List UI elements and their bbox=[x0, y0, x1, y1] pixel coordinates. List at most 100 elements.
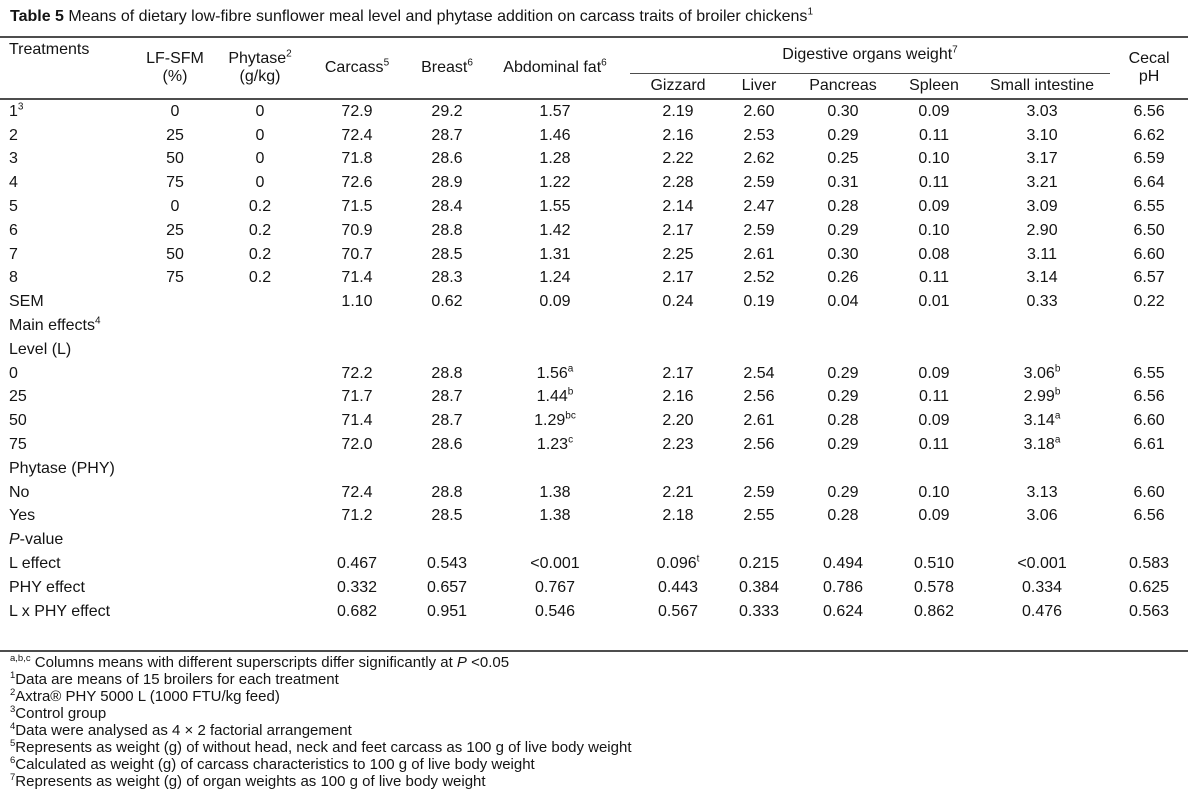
table-cell bbox=[220, 481, 300, 505]
table-cell: 0.2 bbox=[248, 245, 272, 263]
table-cell bbox=[130, 600, 220, 624]
col-header-abdominal-fat: Abdominal fat6 bbox=[503, 57, 607, 76]
row-label: 4 bbox=[9, 174, 18, 192]
row-label: Level (L) bbox=[9, 340, 72, 358]
footnote-marker: 5 bbox=[10, 737, 16, 749]
table-cell: 3.03 bbox=[1026, 102, 1058, 120]
table-cell: 3.13 bbox=[1026, 483, 1058, 501]
table-cell: 0.62 bbox=[431, 293, 463, 311]
table-cell bbox=[300, 457, 414, 481]
data-table: Treatments LF-SFM (%) Phytase2 (g/kg) Carc… bbox=[0, 36, 1188, 652]
col-header-cecal-ph: Cecal pH bbox=[1128, 50, 1170, 85]
col-header-pancreas: Pancreas bbox=[809, 76, 877, 94]
table-cell bbox=[220, 576, 300, 600]
table-cell: 0.09 bbox=[918, 412, 950, 430]
table-cell: 0.546 bbox=[534, 602, 576, 620]
table-cell: 72.4 bbox=[341, 126, 373, 144]
table-cell: 0.510 bbox=[913, 555, 955, 573]
footnote-line: 3Control group bbox=[10, 703, 107, 722]
table-cell: 3.14a bbox=[1023, 410, 1061, 430]
table-cell: 0.494 bbox=[822, 555, 864, 573]
table-cell bbox=[792, 528, 894, 552]
table-row: 5 0 0.2 71.5 28.4 1.55 2.14 2.47 0.28 0.09 3.09 6.5… bbox=[0, 195, 1188, 219]
col-header-gizzard: Gizzard bbox=[650, 76, 706, 94]
table-cell: 0.543 bbox=[426, 555, 468, 573]
table-row: Yes 71.2 28.5 1.38 2.18 2.55 0.28 0.09 3.06 6.56 bbox=[0, 505, 1188, 529]
table-cell: 0.624 bbox=[822, 602, 864, 620]
table-cell: 2.56 bbox=[743, 436, 775, 454]
table-cell: 0.786 bbox=[822, 578, 864, 596]
row-label: 0 bbox=[9, 364, 18, 382]
table-cell bbox=[414, 314, 480, 338]
footnote-line: 4Data were analysed as 4 × 2 factorial a… bbox=[10, 720, 352, 739]
row-label: L effect bbox=[9, 555, 61, 573]
table-cell: 28.6 bbox=[431, 436, 463, 454]
row-label: 13 bbox=[9, 101, 24, 120]
table-cell bbox=[894, 338, 974, 362]
table-cell: 0.29 bbox=[827, 436, 859, 454]
table-cell: 1.31 bbox=[539, 245, 571, 263]
table-cell bbox=[974, 457, 1110, 481]
table-row: 75 72.0 28.6 1.23c 2.23 2.56 0.29 0.11 3.18a 6.61 bbox=[0, 433, 1188, 457]
table-cell: 28.7 bbox=[431, 412, 463, 430]
table-cell: 0.578 bbox=[913, 578, 955, 596]
table-cell bbox=[630, 338, 726, 362]
table-cell bbox=[220, 433, 300, 457]
row-label: Main effects4 bbox=[9, 315, 101, 335]
table-cell: 0 bbox=[170, 102, 180, 120]
row-label: 6 bbox=[9, 221, 18, 239]
footnote-line: a,b,c Columns means with different super… bbox=[10, 652, 510, 671]
footnote-marker: 4 bbox=[10, 720, 16, 732]
row-label: SEM bbox=[9, 293, 44, 311]
table-cell: 0.19 bbox=[743, 293, 775, 311]
table-cell: 6.57 bbox=[1133, 269, 1165, 287]
table-cell bbox=[220, 362, 300, 386]
table-cell: 2.25 bbox=[662, 245, 694, 263]
table-cell: 0.29 bbox=[827, 221, 859, 239]
table-cell: 0.10 bbox=[918, 221, 950, 239]
table-cell: 29.2 bbox=[431, 102, 463, 120]
table-cell: 0.11 bbox=[919, 269, 949, 287]
table-cell: 3.10 bbox=[1026, 126, 1058, 144]
table-cell bbox=[414, 338, 480, 362]
table-cell: 2.56 bbox=[743, 388, 775, 406]
table-cell: 70.7 bbox=[341, 245, 373, 263]
table-cell: 71.2 bbox=[341, 507, 373, 525]
table-cell: 6.64 bbox=[1133, 174, 1165, 192]
table-row: 25 71.7 28.7 1.44b 2.16 2.56 0.29 0.11 2.99b 6.56 bbox=[0, 386, 1188, 410]
table-cell: 0.04 bbox=[827, 293, 859, 311]
section-row: Main effects4 bbox=[0, 314, 1188, 338]
table-cell: 0.09 bbox=[918, 102, 950, 120]
table-cell bbox=[130, 362, 220, 386]
table-cell bbox=[130, 338, 220, 362]
table-cell: 6.55 bbox=[1133, 364, 1165, 382]
table-cell: 0.11 bbox=[919, 174, 949, 192]
row-label: 50 bbox=[9, 412, 27, 430]
table-cell: 0.625 bbox=[1129, 578, 1170, 596]
table-cell: 2.16 bbox=[662, 126, 694, 144]
table-cell bbox=[220, 528, 300, 552]
table-cell: 0 bbox=[255, 126, 265, 144]
table-cell: 2.54 bbox=[743, 364, 775, 382]
table-cell: 2.23 bbox=[662, 436, 694, 454]
table-cell bbox=[792, 338, 894, 362]
table-cell bbox=[630, 528, 726, 552]
table-cell: 0.10 bbox=[918, 483, 950, 501]
header-row-2: Gizzard Liver Pancreas Spleen Small inte… bbox=[0, 73, 1188, 99]
table-cell: 0.215 bbox=[738, 555, 780, 573]
table-cell: 0.24 bbox=[662, 293, 694, 311]
row-label: 3 bbox=[9, 150, 18, 168]
table-cell bbox=[726, 457, 792, 481]
table-cell: 1.10 bbox=[341, 293, 373, 311]
table-cell bbox=[792, 314, 894, 338]
table-cell: 2.90 bbox=[1026, 221, 1058, 239]
footnote-line: 1Data are means of 15 broilers for each … bbox=[10, 669, 339, 688]
row-label: 5 bbox=[9, 198, 18, 216]
table-number: Table 5 bbox=[10, 8, 64, 25]
col-header-treatments: Treatments bbox=[9, 41, 90, 58]
table-cell bbox=[894, 314, 974, 338]
table-cell bbox=[220, 409, 300, 433]
table-cell: 1.55 bbox=[539, 198, 571, 216]
footnote-marker: 7 bbox=[10, 771, 16, 783]
table-cell bbox=[1110, 314, 1188, 338]
